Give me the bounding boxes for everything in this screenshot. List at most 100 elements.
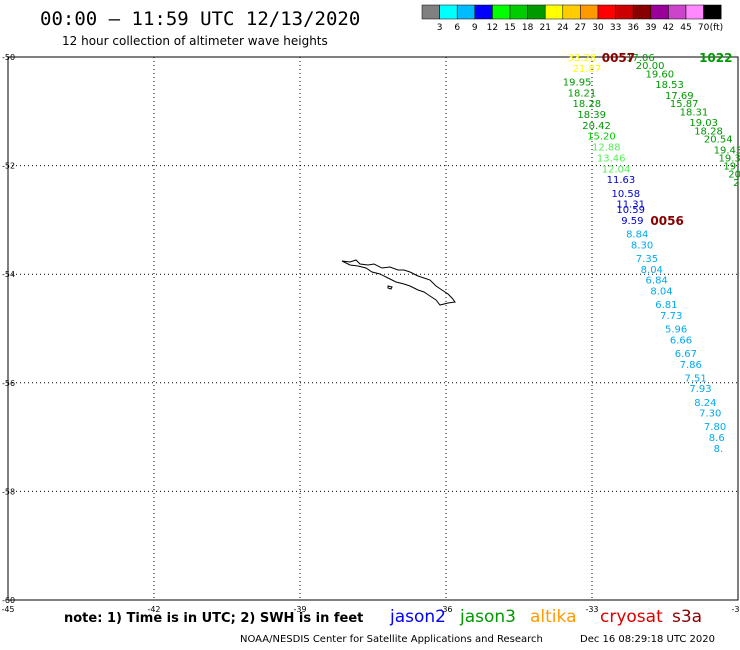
color-swatch	[474, 4, 493, 20]
wave-height-value: 18.28	[694, 126, 723, 137]
wave-height-value: 8.04	[650, 286, 672, 297]
wave-height-value: 17.06	[626, 53, 655, 64]
wave-height-points: 33.2821.8719.9518.2118.2818.3920.4215.20…	[563, 53, 740, 455]
wave-height-value: 18.31	[680, 107, 709, 118]
footer-note: note: 1) Time is in UTC; 2) SWH is in fe…	[64, 611, 364, 626]
color-scale-legend: 3 6 9 12 15 18 21 24 27 30 33 36 39 42 45 70 (ft)	[421, 4, 723, 33]
color-scale-label: 39	[645, 23, 657, 33]
wave-height-value: 7.35	[636, 254, 658, 265]
color-swatch	[562, 4, 581, 20]
wave-height-value: 8.6	[709, 433, 725, 444]
wave-height-value: 19.55	[723, 162, 740, 173]
wave-height-value: 5.96	[665, 325, 687, 336]
wave-height-value: 12.88	[592, 143, 621, 154]
wave-height-value: 12.04	[602, 164, 631, 175]
y-tick-label: -50	[2, 53, 15, 62]
color-scale-label: 15	[504, 23, 515, 33]
color-scale-label: 18	[522, 23, 534, 33]
wave-height-value: 17.69	[665, 91, 694, 102]
footer-timestamp: Dec 16 08:29:18 UTC 2020	[580, 634, 715, 645]
chart-subtitle: 12 hour collection of altimeter wave hei…	[62, 34, 328, 48]
track-time-label: 0057	[602, 51, 635, 65]
wave-height-value: 6.67	[675, 349, 697, 360]
track-time-label: 1022	[699, 51, 732, 65]
footer-credit: NOAA/NESDIS Center for Satellite Applica…	[240, 634, 543, 645]
color-swatch	[456, 4, 476, 20]
wave-height-value: 20	[733, 178, 740, 189]
wave-height-value: 8.30	[631, 240, 653, 251]
color-scale-label: 45	[680, 23, 691, 33]
satellite-altika: altika	[530, 607, 577, 627]
color-swatch	[668, 4, 687, 20]
track-time-labels: 0057102200560	[602, 51, 733, 228]
wave-height-value: 19.95	[563, 77, 592, 88]
color-swatch	[439, 4, 458, 20]
wave-height-value: 20.00	[636, 61, 665, 72]
color-swatch	[421, 4, 440, 20]
wave-height-value: 8.	[714, 444, 724, 455]
wave-height-value: 19.60	[646, 69, 675, 80]
islet	[387, 285, 393, 290]
wave-height-value: 20.42	[582, 121, 611, 132]
wave-height-value: 7.80	[704, 422, 726, 433]
wave-height-value: 6.81	[655, 300, 677, 311]
satellite-cryosat: cryosat	[600, 607, 663, 627]
wave-height-value: 9.59	[621, 216, 643, 227]
wave-height-value: 18.39	[577, 110, 606, 121]
color-scale-label: 3	[437, 23, 443, 33]
satellite-jason3: jason3	[460, 607, 516, 627]
wave-height-value: 7.93	[689, 384, 711, 395]
satellite-s3a: s3a	[672, 607, 703, 627]
wave-height-value: 20.	[728, 170, 740, 181]
y-tick-label: -56	[2, 379, 15, 388]
wave-height-value: 6.84	[646, 276, 668, 287]
map-grid	[7, 56, 739, 601]
island-coastline	[341, 259, 456, 306]
wave-height-value: 7.86	[680, 360, 702, 371]
wave-height-value: 7.51	[684, 373, 706, 384]
color-scale-label: 30	[592, 23, 604, 33]
color-swatch	[685, 4, 704, 20]
wave-height-value: 18.28	[573, 99, 602, 110]
color-swatch	[597, 4, 616, 20]
color-swatch	[703, 4, 722, 20]
color-scale-label: 21	[539, 23, 550, 33]
wave-height-value: 19.30	[719, 153, 740, 164]
wave-height-value: 7.30	[699, 409, 721, 420]
x-tick-label: -30	[731, 605, 740, 614]
wave-height-value: 11.63	[607, 175, 636, 186]
color-swatch	[492, 4, 511, 20]
color-swatch	[527, 4, 546, 20]
wave-height-value: 15.87	[670, 99, 699, 110]
x-tick-label: -45	[1, 605, 14, 614]
color-scale-label: 33	[610, 23, 621, 33]
wave-height-value: 18.21	[568, 88, 597, 99]
color-scale-label: 27	[575, 23, 586, 33]
x-tick-label: -39	[293, 605, 306, 614]
wave-height-value: 33.28	[568, 53, 597, 64]
wave-height-value: 11.31	[616, 200, 645, 211]
wave-height-value: 10.59	[616, 205, 645, 216]
y-tick-label: -54	[2, 270, 15, 279]
color-swatch	[580, 4, 599, 20]
satellite-jason2: jason2	[390, 607, 446, 627]
x-tick-label: -33	[585, 605, 598, 614]
track-time-label: 0056	[650, 214, 683, 228]
wave-height-value: 20.54	[704, 134, 733, 145]
color-scale-label: 6	[454, 23, 460, 33]
y-tick-label: -60	[2, 596, 15, 605]
color-swatch	[509, 4, 528, 20]
x-tick-label: -36	[439, 605, 452, 614]
island-outline	[341, 259, 456, 306]
wave-height-value: 8.84	[626, 229, 648, 240]
plot-frame	[7, 56, 739, 601]
y-tick-label: -58	[2, 487, 15, 496]
y-tick-label: -52	[2, 162, 15, 171]
wave-height-value: 8.24	[694, 398, 716, 409]
color-swatch	[632, 4, 652, 20]
x-tick-label: -42	[147, 605, 160, 614]
wave-height-value: 13.46	[597, 153, 626, 164]
color-swatch	[650, 4, 669, 20]
wave-height-value: 10.58	[611, 189, 640, 200]
